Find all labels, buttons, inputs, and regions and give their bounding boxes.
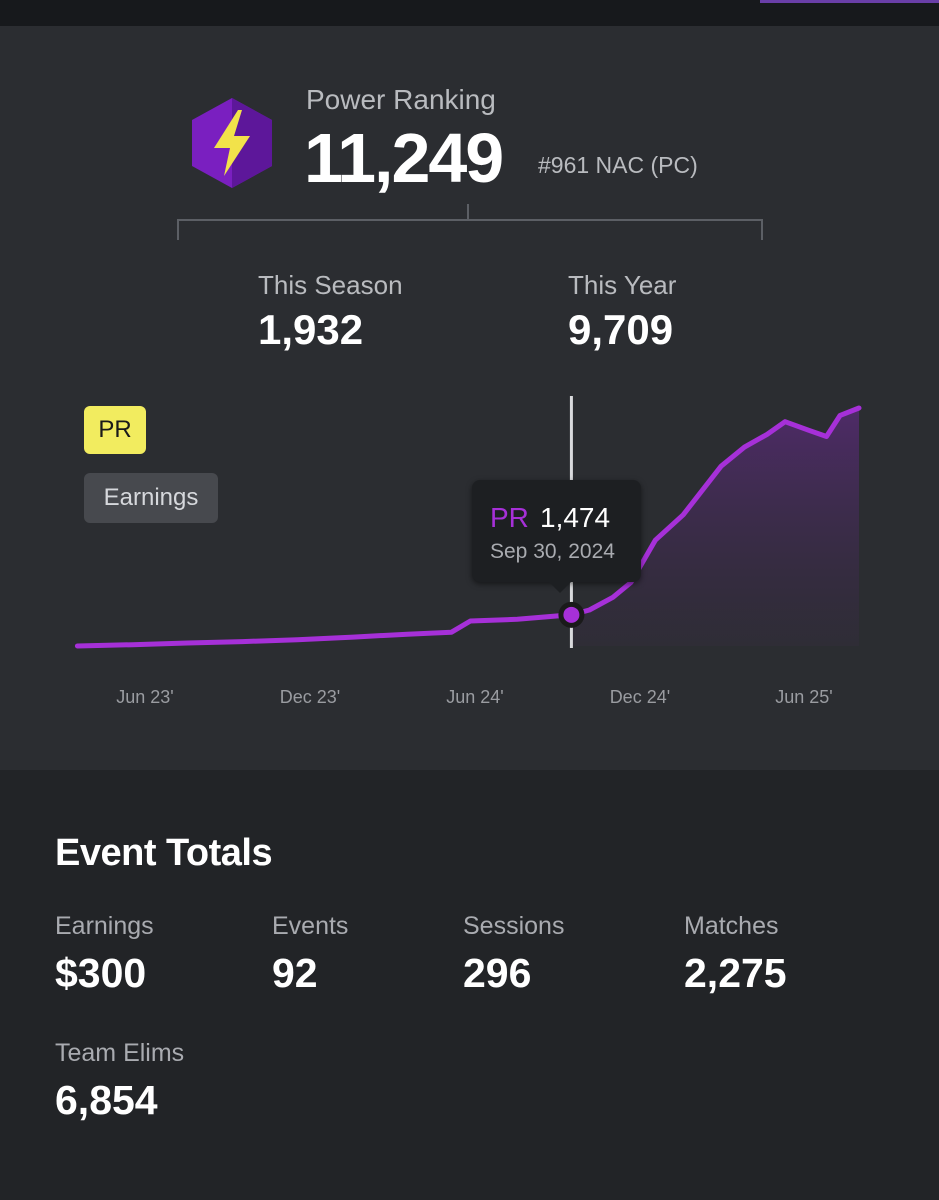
earnings-toggle-button[interactable]: Earnings — [84, 473, 218, 523]
sessions-value: 296 — [463, 950, 532, 996]
team-elims-value: 6,854 — [55, 1077, 158, 1123]
events-label: Events — [272, 912, 349, 940]
x-tick-label: Dec 23' — [280, 687, 340, 707]
event-totals-section — [0, 770, 939, 1200]
pr-series-line — [74, 405, 862, 649]
highlight-marker — [563, 606, 580, 623]
pr-toggle-button[interactable]: PR — [84, 406, 146, 454]
tooltip-date: Sep 30, 2024 — [490, 540, 615, 563]
stats-bracket-divider — [177, 204, 763, 240]
power-ranking-chart[interactable]: Jun 23' Dec 23' Jun 24' Dec 24' Jun 25' — [0, 380, 939, 720]
tooltip-series-label: PR — [490, 502, 529, 533]
tooltip-value: 1,474 — [540, 502, 611, 533]
team-elims-label: Team Elims — [55, 1039, 185, 1067]
matches-label: Matches — [684, 912, 779, 940]
earnings-label: Earnings — [55, 912, 154, 940]
x-tick-label: Jun 25' — [775, 687, 832, 707]
chart-tooltip: PR 1,474 Sep 30, 2024 — [472, 480, 641, 593]
x-tick-label: Dec 24' — [610, 687, 670, 707]
power-ranking-title: Power Ranking — [306, 84, 496, 115]
this-season-label: This Season — [258, 270, 403, 300]
events-value: 92 — [272, 950, 318, 996]
lightning-hexagon-icon — [192, 98, 272, 188]
event-totals-title: Event Totals — [55, 832, 273, 874]
top-bar — [0, 0, 939, 26]
top-bar-accent — [760, 0, 939, 3]
this-year-value: 9,709 — [568, 306, 674, 353]
matches-value: 2,275 — [684, 950, 787, 996]
x-tick-label: Jun 23' — [116, 687, 173, 707]
this-season-value: 1,932 — [258, 306, 364, 353]
this-year-label: This Year — [568, 270, 677, 300]
power-ranking-value: 11,249 — [304, 119, 504, 197]
sessions-label: Sessions — [463, 912, 565, 940]
pr-area-fill — [571, 408, 859, 646]
earnings-value: $300 — [55, 950, 147, 996]
regional-rank: #961 NAC (PC) — [538, 152, 698, 178]
x-tick-label: Jun 24' — [446, 687, 503, 707]
